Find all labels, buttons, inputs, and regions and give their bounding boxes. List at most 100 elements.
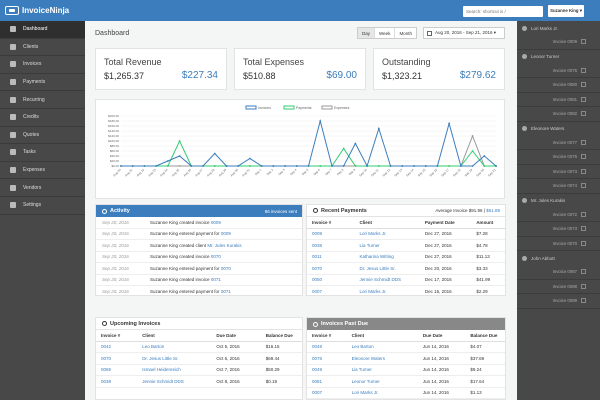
credit-card-icon — [10, 79, 16, 86]
invoice-item[interactable]: Invoice 0073 — [517, 222, 600, 237]
activity-link[interactable]: Mr. Jules Kurakis — [207, 242, 242, 248]
client-link[interactable]: Dr. Jesus Little Sr. — [354, 262, 420, 275]
range-button-month[interactable]: Month — [399, 30, 412, 36]
sidebar-item-dashboard[interactable]: Dashboard — [0, 21, 85, 39]
sidebar-item-expenses[interactable]: Expenses — [0, 162, 85, 180]
client-group-header[interactable]: Eleonore Waters — [517, 122, 600, 136]
column-header[interactable]: Invoice # — [307, 217, 355, 229]
invoice-link[interactable]: 0050 — [307, 274, 355, 286]
recent-payments-header: Recent Payments Average Invoice $91.96 |… — [307, 205, 505, 217]
activity-link[interactable]: 0070 — [210, 254, 221, 260]
table-cell: $4.07 — [465, 341, 505, 353]
table-cell: Oct 7, 2016 — [211, 364, 261, 376]
table-cell: $0.19 — [260, 375, 302, 388]
client-link[interactable]: Ismael Heidenreich — [137, 364, 212, 376]
sidebar-item-recurring[interactable]: Recurring — [0, 91, 85, 109]
range-button-day[interactable]: Day — [358, 28, 376, 38]
data-point — [413, 165, 415, 167]
invoice-link[interactable]: 0011 — [307, 251, 355, 263]
sidebar-item-credits[interactable]: Credits — [0, 109, 85, 127]
client-link[interactable]: Leo Barton — [346, 341, 418, 353]
sidebar-item-quotes[interactable]: Quotes — [0, 127, 85, 145]
client-link[interactable]: Leonor Turner — [346, 375, 418, 388]
sidebar-item-payments[interactable]: Payments — [0, 74, 85, 92]
client-link[interactable]: Eleonore Waters — [346, 352, 418, 365]
data-point — [249, 157, 251, 160]
invoice-link[interactable]: 0038 — [96, 375, 138, 388]
invoice-link[interactable]: 0007 — [307, 285, 355, 295]
range-button-week[interactable]: Week — [375, 28, 396, 38]
column-header[interactable]: Amount — [471, 217, 505, 229]
client-link[interactable]: Lori Marks Jr. — [346, 387, 418, 399]
client-link[interactable]: Leo Barton — [137, 341, 212, 353]
activity-link[interactable]: 0009 — [220, 231, 231, 237]
column-header[interactable]: Client — [354, 217, 420, 229]
client-link[interactable]: Lia Turner — [346, 364, 418, 376]
client-link[interactable]: Dr. Jesus Little Sr. — [137, 352, 212, 365]
sidebar-item-clients[interactable]: Clients — [0, 39, 85, 57]
sidebar-item-invoices[interactable]: Invoices — [0, 56, 85, 74]
client-group-header[interactable]: John Abbott — [517, 251, 600, 265]
column-header[interactable]: Balance Due — [465, 330, 505, 342]
search-input[interactable] — [463, 6, 543, 17]
activity-link[interactable]: 0070 — [220, 265, 231, 271]
invoice-link[interactable]: 0038 — [307, 239, 355, 252]
column-header[interactable]: Invoice # — [307, 330, 347, 342]
invoice-link[interactable]: 0007 — [307, 387, 347, 399]
data-point — [131, 165, 134, 167]
invoice-link[interactable]: 0048 — [307, 341, 347, 353]
sidebar-item-vendors[interactable]: Vendors — [0, 179, 85, 197]
invoice-link[interactable]: 0065 — [96, 364, 138, 376]
date-range-picker[interactable]: Aug 20, 2016 - Sep 21, 2016 ▾ — [423, 27, 505, 39]
client-group-header[interactable]: Lori Marks Jr. — [517, 21, 600, 35]
activity-link[interactable]: 0009 — [210, 219, 221, 225]
invoice-link[interactable]: 0049 — [307, 364, 347, 376]
column-header[interactable]: Payment Date — [419, 217, 472, 229]
column-header[interactable]: Client — [346, 330, 418, 342]
invoice-item[interactable]: Invoice 0087 — [517, 265, 600, 280]
column-header[interactable]: Balance Due — [260, 330, 302, 342]
invoice-item[interactable]: Invoice 0077 — [517, 136, 600, 150]
column-header[interactable]: Due Date — [417, 330, 466, 342]
invoice-item[interactable]: Invoice 0070 — [517, 237, 600, 251]
client-link[interactable]: Katharina Witting — [354, 251, 420, 263]
activity-message: Suzanne King created invoice — [150, 277, 210, 283]
invoice-item[interactable]: Invoice 0076 — [517, 150, 600, 165]
client-link[interactable]: Jennie Schmidt DDS — [137, 375, 212, 388]
invoice-item[interactable]: Invoice 0081 — [517, 93, 600, 107]
sidebar-item-tasks[interactable]: Tasks — [0, 144, 85, 162]
column-header[interactable]: Due Date — [211, 330, 261, 342]
activity-link[interactable]: 0071 — [220, 288, 231, 294]
invoice-link[interactable]: 0009 — [307, 228, 355, 240]
client-name: Lori Marks Jr. — [531, 25, 559, 31]
invoice-item[interactable]: Invoice 0075 — [517, 64, 600, 78]
client-link[interactable]: Lori Marks Jr. — [354, 228, 420, 240]
client-link[interactable]: Lia Turner — [354, 239, 420, 252]
invoice-item[interactable]: Invoice 0080 — [517, 78, 600, 93]
brand-logo[interactable]: InvoiceNinja — [5, 4, 69, 17]
invoice-item[interactable]: Invoice 0089 — [517, 294, 600, 309]
invoice-item[interactable]: Invoice 0088 — [517, 280, 600, 294]
column-header[interactable]: Invoice # — [96, 330, 138, 342]
invoice-item[interactable]: Invoice 0082 — [517, 107, 600, 122]
client-group-header[interactable]: Leonor Turner — [517, 50, 600, 64]
data-point — [202, 165, 204, 167]
x-tick-label: Sep 1 — [254, 168, 263, 177]
user-menu-button[interactable]: Suzanne King ▾ — [548, 5, 584, 17]
invoice-item[interactable]: Invoice 0072 — [517, 208, 600, 222]
invoice-link[interactable]: 0076 — [307, 352, 347, 365]
client-link[interactable]: Lori Marks Jr. — [354, 285, 420, 295]
invoice-link[interactable]: 0042 — [96, 341, 138, 353]
column-header[interactable]: Client — [137, 330, 212, 342]
client-group-header[interactable]: Mr. Jules Kurakis — [517, 194, 600, 208]
invoice-item[interactable]: Invoice 0074 — [517, 179, 600, 194]
sidebar-item-settings[interactable]: Settings — [0, 197, 85, 215]
invoice-link[interactable]: 0070 — [96, 352, 138, 365]
invoice-item[interactable]: Invoice 0073 — [517, 165, 600, 179]
invoice-item[interactable]: Invoice 0009 — [517, 35, 600, 50]
invoice-link[interactable]: 0070 — [307, 262, 355, 275]
client-link[interactable]: Jennie Schmidt DDS — [354, 274, 420, 286]
invoice-link[interactable]: 0081 — [307, 375, 347, 388]
activity-link[interactable]: 0071 — [210, 277, 221, 283]
average-invoice-link[interactable]: $51.89 — [486, 208, 500, 213]
